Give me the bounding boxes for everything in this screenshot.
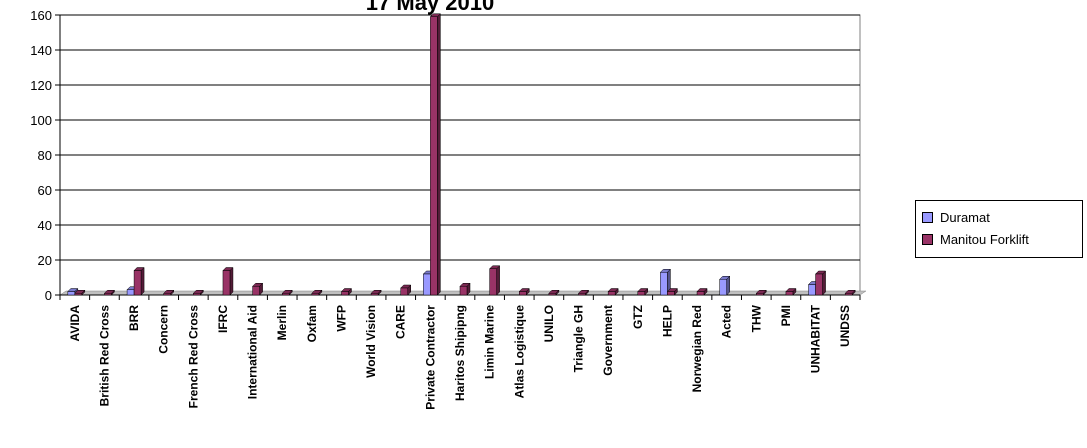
x-tick-label: THW (749, 304, 763, 332)
bar-manitou-forklift (370, 293, 379, 296)
bar-manitou-forklift (163, 293, 171, 296)
bar-manitou-forklift (519, 291, 527, 296)
chart-title: 17 May 2010 (366, 0, 494, 15)
y-tick-label: 140 (30, 43, 52, 58)
bar-manitou-forklift (578, 293, 586, 296)
bar-side (229, 266, 234, 296)
bar-manitou-forklift (311, 293, 320, 296)
bar-manitou-forklift (281, 293, 290, 296)
bar-manitou-forklift (637, 291, 646, 296)
y-tick-label: 60 (38, 183, 52, 198)
x-tick-label: UNILO (542, 305, 556, 342)
bar-manitou-forklift (341, 291, 349, 296)
x-tick-label: GTZ (631, 305, 645, 329)
x-tick-label: Government (601, 305, 615, 376)
x-tick-label: AVIDA (68, 305, 82, 342)
bar-duramat (67, 291, 76, 296)
bar-manitou-forklift (252, 286, 260, 296)
y-tick-label: 100 (30, 113, 52, 128)
x-tick-label: Acted (720, 305, 734, 338)
bar-side (437, 13, 441, 296)
y-tick-label: 20 (38, 253, 52, 268)
bar-duramat (660, 272, 668, 296)
legend-swatch-manitou-forklift (922, 233, 933, 245)
bar-duramat (719, 279, 727, 296)
x-tick-label: Concern (157, 305, 171, 354)
bar-manitou-forklift (104, 293, 112, 296)
bar-manitou-forklift (548, 293, 557, 296)
x-tick-label: UNDSS (838, 305, 852, 347)
legend-item-duramat: Duramat (922, 206, 1082, 228)
x-tick-label: UNHABITAT (809, 304, 823, 373)
bar-manitou-forklift (815, 273, 823, 296)
bar-manitou-forklift (844, 293, 853, 296)
x-tick-label: Oxfam (305, 305, 319, 342)
bar-manitou-forklift (459, 286, 468, 296)
x-tick-label: Limin Marine (483, 305, 497, 379)
x-tick-label: Haritos Shipipng (453, 305, 467, 401)
x-tick-label: BRR (127, 305, 141, 331)
legend-label-manitou-forklift: Manitou Forklift (940, 231, 1029, 247)
x-tick-label: Norwegian Red (690, 305, 704, 392)
plot-area: 0 20 40 60 80 100 120 140 160 AVIDA British Red Cr… (30, 8, 867, 410)
bar-manitou-forklift (133, 270, 142, 296)
y-tick-label: 120 (30, 78, 52, 93)
legend-label-duramat: Duramat (940, 209, 990, 225)
x-tick-label: IFRC (216, 305, 230, 333)
y-tick-label: 160 (30, 8, 52, 23)
bar-side (140, 266, 145, 296)
bar-manitou-forklift (756, 293, 764, 296)
bar-manitou-forklift (667, 291, 675, 296)
x-tick-label: WFP (334, 305, 348, 332)
bar-side (496, 265, 500, 296)
bar-manitou-forklift (696, 291, 705, 296)
bar-duramat (126, 289, 135, 296)
legend: Duramat Manitou Forklift (915, 200, 1083, 258)
bar-manitou-forklift (193, 293, 201, 296)
x-tick-label: Private Contractor (423, 305, 437, 410)
x-tick-label: Atlas Logistique (512, 305, 526, 399)
x-tick-label: French Red Cross (186, 305, 200, 409)
x-tick-label: Triangle GH (572, 305, 586, 372)
x-tick-label: British Red Cross (97, 305, 111, 407)
bar-duramat (423, 273, 431, 296)
y-tick-label: 0 (45, 288, 52, 303)
bar-manitou-forklift (74, 293, 83, 296)
x-tick-label: PMI (779, 305, 793, 326)
x-tick-label: Merlin (275, 305, 289, 340)
bar-manitou-forklift (785, 291, 794, 296)
legend-swatch-duramat (922, 211, 933, 223)
bar-manitou-forklift (222, 270, 231, 296)
y-tick-label: 40 (38, 218, 52, 233)
x-tick-label: HELP (660, 305, 674, 337)
bar-manitou-forklift (607, 291, 616, 296)
bar-manitou-forklift (400, 287, 408, 296)
x-tick-label: International Aid (246, 305, 260, 399)
bar-manitou-forklift (430, 16, 438, 296)
legend-item-manitou-forklift: Manitou Forklift (922, 228, 1082, 250)
bar-manitou-forklift (489, 268, 497, 296)
y-tick-label: 80 (38, 148, 52, 163)
bar-side (822, 270, 826, 296)
x-tick-label: CARE (394, 305, 408, 339)
x-tick-label: World Vision (364, 305, 378, 378)
bar-duramat (808, 284, 816, 296)
